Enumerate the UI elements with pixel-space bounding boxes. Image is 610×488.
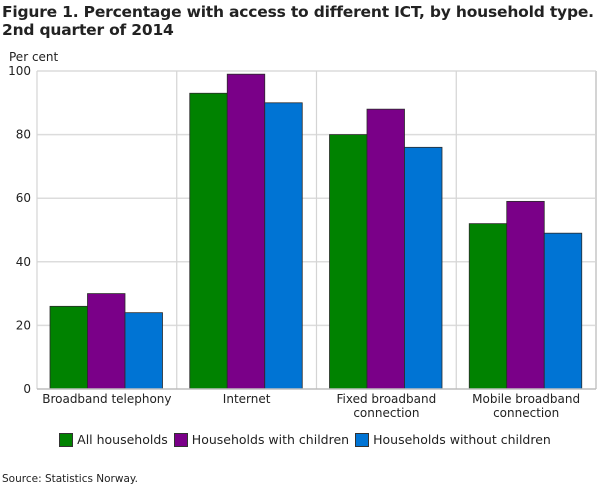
bar-all-households: [49, 305, 88, 390]
legend-item[interactable]: Households with children: [173, 432, 350, 447]
bar-households-without-children: [404, 146, 443, 390]
y-axis-label: Per cent: [9, 50, 59, 64]
y-tick-label: 40: [16, 255, 31, 269]
bar-households-without-children: [124, 312, 163, 390]
legend-label: Households with children: [191, 432, 350, 447]
legend-swatch: [355, 432, 370, 447]
bar-all-households: [468, 223, 508, 390]
chart-title-line-1: Figure 1. Percentage with access to diff…: [2, 3, 594, 21]
bar-all-households: [189, 92, 228, 390]
y-tick-label: 0: [23, 382, 31, 396]
chart-title: Figure 1. Percentage with access to diff…: [2, 3, 594, 39]
bar-households-with-children: [226, 73, 266, 390]
bar-chart: 0 20 40 60 80 100 Broadband telephony Internet F…: [8, 64, 597, 420]
legend-label: All households: [77, 432, 168, 447]
bar-households-with-children: [366, 108, 405, 390]
x-tick-label: Internet: [223, 392, 271, 406]
x-tick-label: Fixed broadband: [337, 392, 437, 406]
x-tick-label: connection: [493, 406, 559, 420]
source-note: Source: Statistics Norway.: [2, 473, 138, 485]
legend: All households Households with children Ho…: [0, 432, 610, 447]
bar-households-without-children: [264, 102, 303, 390]
bar-households-with-children: [506, 200, 545, 390]
chart-title-line-2: 2nd quarter of 2014: [2, 21, 174, 39]
legend-swatch: [59, 432, 74, 447]
y-tick-label: 100: [8, 64, 31, 78]
y-tick-label: 80: [16, 128, 31, 142]
legend-swatch: [173, 432, 188, 447]
legend-item[interactable]: All households: [59, 432, 168, 447]
bar-households-with-children: [87, 293, 126, 390]
y-tick-label: 60: [16, 191, 31, 205]
legend-item[interactable]: Households without children: [355, 432, 551, 447]
x-tick-label: Mobile broadband: [472, 392, 580, 406]
x-tick-label: Broadband telephony: [42, 392, 171, 406]
legend-label: Households without children: [373, 432, 551, 447]
bar-households-without-children: [543, 232, 583, 390]
bar-all-households: [329, 134, 368, 390]
y-tick-label: 20: [16, 318, 31, 332]
x-tick-label: connection: [353, 406, 419, 420]
